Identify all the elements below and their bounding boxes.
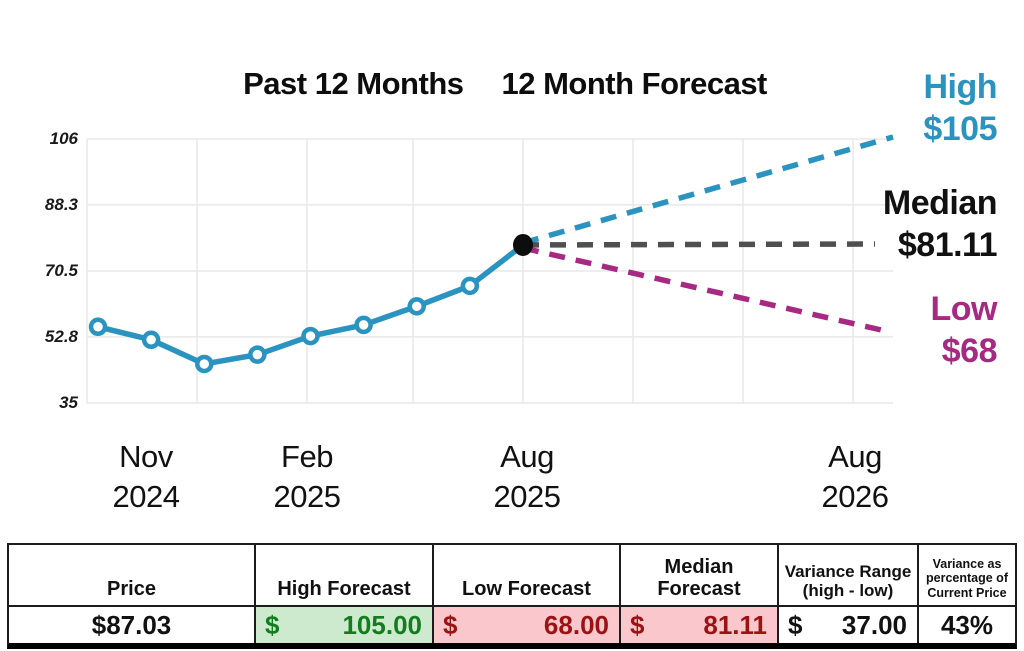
x-axis-tick: Aug 2025 [493, 439, 561, 514]
high-forecast-label: High [923, 68, 997, 106]
data-point-marker [354, 315, 373, 335]
low-forecast-header-cell: Low Forecast [434, 545, 619, 607]
chart-title: Past 12 Months 12 Month Forecast [0, 66, 1010, 102]
high-forecast-annotation: High $105 [923, 66, 997, 150]
chart-title-forecast: 12 Month Forecast [501, 66, 768, 101]
x-axis-tick: Nov 2024 [112, 439, 180, 514]
amount: 105.00 [342, 609, 422, 640]
price-forecast-chart [86, 134, 894, 404]
low-forecast-label: Low [930, 290, 998, 328]
forecast-line-low [522, 245, 891, 335]
median-forecast-value-cell: $ 81.11 [621, 607, 777, 643]
data-point-marker [248, 345, 267, 364]
currency-symbol: $ [265, 609, 280, 640]
amount: 68.00 [543, 609, 609, 640]
amount: 81.11 [703, 609, 767, 640]
data-point-marker [195, 354, 214, 374]
amount: 37.00 [841, 609, 907, 640]
data-point-marker [407, 297, 426, 316]
currency-symbol: $ [443, 609, 458, 640]
y-axis-tick: 88.3 [44, 194, 78, 214]
median-forecast-header-cell: Median Forecast [621, 545, 777, 607]
variance-range-column: Variance Range (high - low) $ 37.00 [779, 545, 919, 643]
currency-symbol: $ [630, 609, 645, 640]
low-forecast-column: Low Forecast $ 68.00 [434, 545, 621, 643]
median-forecast-column: Median Forecast $ 81.11 [621, 545, 779, 643]
median-forecast-label: Median [882, 184, 998, 222]
high-forecast-value: $105 [923, 110, 997, 148]
data-point-marker [460, 276, 480, 296]
variance-percent-value-cell: 43% [919, 607, 1015, 643]
high-forecast-column: High Forecast $ 105.00 [256, 545, 434, 643]
data-point-marker [301, 326, 320, 346]
forecast-line-high [522, 134, 894, 246]
chart-title-past: Past 12 Months [243, 66, 464, 101]
high-forecast-header-cell: High Forecast [256, 545, 432, 607]
price-column: Price $87.03 [9, 545, 256, 643]
low-forecast-annotation: Low $68 [930, 288, 998, 372]
y-axis-tick: 70.5 [44, 261, 78, 280]
variance-percent-header-cell: Variance as percentage of Current Price [919, 545, 1015, 607]
variance-range-header-cell: Variance Range (high - low) [779, 545, 917, 607]
forecast-line-median [522, 241, 876, 248]
high-forecast-value-cell: $ 105.00 [256, 607, 432, 643]
forecast-summary-table: Price $87.03 High Forecast $ 105.00 Low … [7, 543, 1017, 649]
data-point-marker [88, 317, 108, 337]
variance-percent-column: Variance as percentage of Current Price … [919, 545, 1015, 643]
x-axis-tick: Feb 2025 [273, 439, 341, 514]
median-forecast-annotation: Median $81.11 [882, 182, 998, 266]
low-forecast-value: $68 [941, 332, 998, 370]
current-price-dot [513, 233, 533, 256]
price-history-line [95, 242, 526, 367]
x-axis-tick: Aug 2026 [821, 439, 889, 514]
low-forecast-value-cell: $ 68.00 [434, 607, 619, 643]
median-forecast-value: $81.11 [897, 226, 998, 264]
price-header-cell: Price [9, 545, 254, 607]
y-axis-tick: 106 [49, 129, 78, 148]
price-value-cell: $87.03 [9, 607, 254, 643]
y-axis-tick: 52.8 [44, 326, 78, 346]
variance-range-value-cell: $ 37.00 [779, 607, 917, 643]
data-point-marker [141, 330, 161, 350]
currency-symbol: $ [788, 609, 803, 640]
y-axis-tick: 35 [59, 393, 78, 412]
